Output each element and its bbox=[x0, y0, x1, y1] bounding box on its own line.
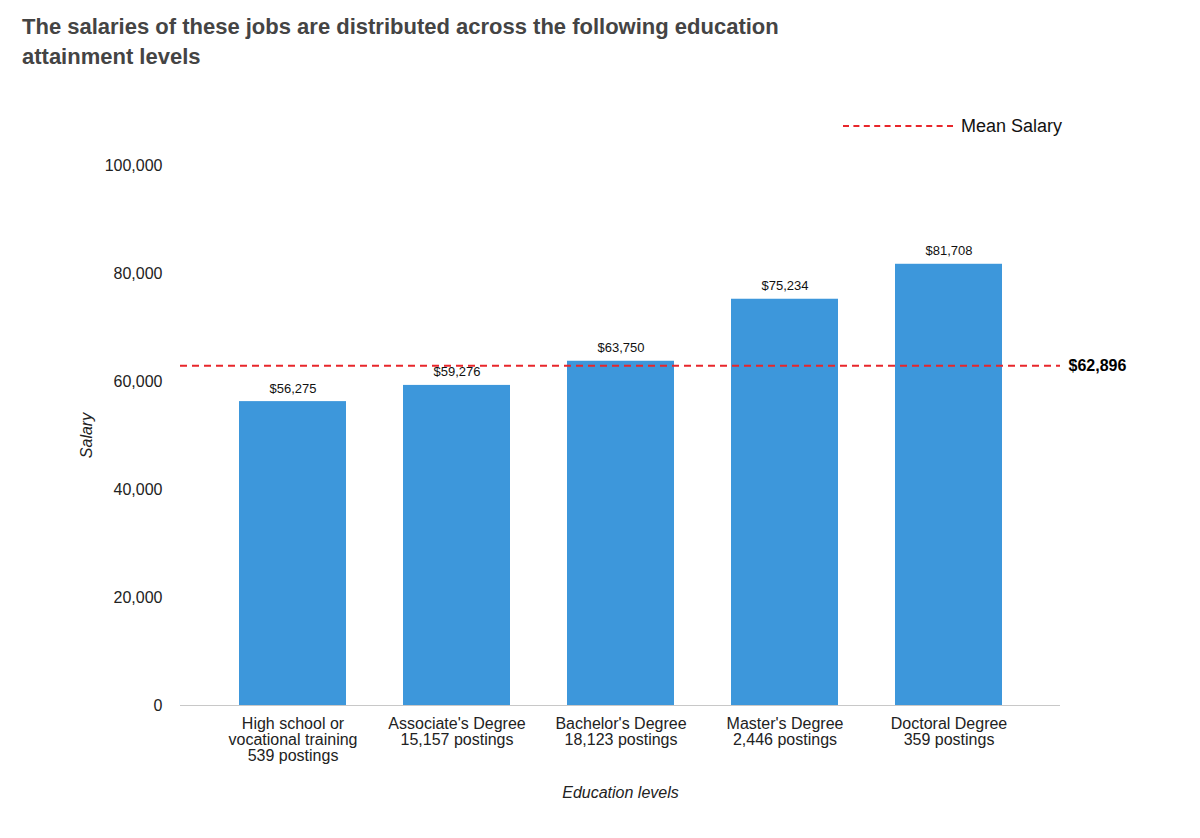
svg-text:Salary: Salary bbox=[78, 412, 95, 458]
svg-text:Associate's Degree15,157 posti: Associate's Degree15,157 postings bbox=[388, 715, 525, 748]
svg-text:Master's Degree2,446 postings: Master's Degree2,446 postings bbox=[727, 715, 844, 748]
svg-text:$75,234: $75,234 bbox=[762, 278, 809, 293]
svg-text:$81,708: $81,708 bbox=[926, 243, 973, 258]
svg-text:$62,896: $62,896 bbox=[1069, 357, 1127, 374]
svg-text:High school orvocational train: High school orvocational training539 pos… bbox=[229, 715, 358, 764]
svg-text:80,000: 80,000 bbox=[114, 265, 163, 282]
html-text:Mean Salary: Mean Salary bbox=[960, 115, 1062, 136]
svg-text:Bachelor's Degree18,123 postin: Bachelor's Degree18,123 postings bbox=[555, 715, 686, 748]
svg-text:40,000: 40,000 bbox=[114, 481, 163, 498]
svg-text:20,000: 20,000 bbox=[114, 589, 163, 606]
html-text:The salaries of these jobs are: The salaries of these jobs are distribut… bbox=[22, 14, 779, 69]
svg-text:Doctoral Degree359 postings: Doctoral Degree359 postings bbox=[891, 715, 1008, 748]
svg-text:$63,750: $63,750 bbox=[598, 340, 645, 355]
svg-text:Education levels: Education levels bbox=[562, 784, 679, 801]
svg-text:60,000: 60,000 bbox=[114, 373, 163, 390]
svg-text:$56,275: $56,275 bbox=[270, 381, 317, 396]
svg-text:0: 0 bbox=[154, 697, 163, 714]
svg-text:100,000: 100,000 bbox=[105, 157, 163, 174]
svg-text:$59,276: $59,276 bbox=[434, 364, 481, 379]
